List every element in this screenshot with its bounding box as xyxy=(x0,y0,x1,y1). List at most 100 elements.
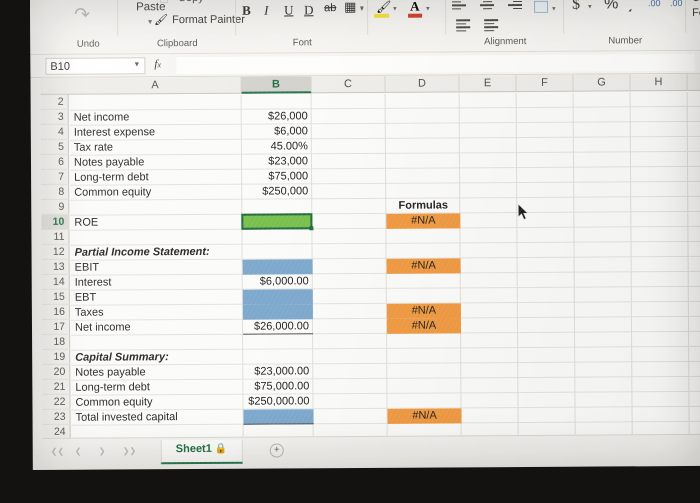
row-header-22[interactable]: 22 xyxy=(42,394,71,410)
double-underline-button[interactable]: D xyxy=(304,2,314,18)
font-color-icon[interactable]: A xyxy=(409,0,420,14)
fill-color-icon[interactable]: 🖌 xyxy=(376,0,392,14)
row-header-23[interactable]: 23 xyxy=(42,409,71,425)
row-header-19[interactable]: 19 xyxy=(42,349,71,365)
cell-A13[interactable]: EBIT xyxy=(74,261,100,274)
cell-B13[interactable] xyxy=(242,259,313,275)
cell-B16[interactable] xyxy=(242,304,313,320)
cell-B21[interactable]: $75,000.00 xyxy=(254,380,310,393)
row-header-14[interactable]: 14 xyxy=(41,274,70,290)
row-header-18[interactable]: 18 xyxy=(42,334,71,350)
cell-A7[interactable]: Long-term debt xyxy=(74,171,149,184)
row-header-17[interactable]: 17 xyxy=(41,319,71,335)
column-header-C[interactable]: C xyxy=(311,75,386,94)
cell-A5[interactable]: Tax rate xyxy=(73,141,114,154)
row-header-8[interactable]: 8 xyxy=(41,184,70,200)
cell-A22[interactable]: Common equity xyxy=(75,396,153,409)
cell-B4[interactable]: $6,000 xyxy=(274,125,308,138)
cell-B5[interactable]: 45.00% xyxy=(270,140,308,153)
active-cell-selection[interactable] xyxy=(241,213,314,231)
decrease-indent-icon[interactable] xyxy=(452,19,471,32)
cell-B6[interactable]: $23,000 xyxy=(268,155,309,168)
cell-A10[interactable]: ROE xyxy=(74,216,99,229)
row-header-3[interactable]: 3 xyxy=(40,109,69,125)
row-header-11[interactable]: 11 xyxy=(41,229,70,245)
cell-B7[interactable]: $75,000 xyxy=(268,170,309,183)
row-header-2[interactable]: 2 xyxy=(40,94,69,110)
cell-B8[interactable]: $250,000 xyxy=(262,185,309,198)
merge-dropdown-caret[interactable]: ▾ xyxy=(552,5,556,13)
column-header-F[interactable]: F xyxy=(516,74,574,93)
font-color-swatch[interactable] xyxy=(408,13,423,18)
cell-area[interactable]: Net income $26,000 Interest expense $6,000 T… xyxy=(69,91,700,438)
cell-D9[interactable]: Formulas xyxy=(398,199,449,212)
nav-prev-sheet-icon[interactable]: ❮ xyxy=(74,446,82,456)
nav-last-sheet-icon[interactable]: ❯❯ xyxy=(122,446,137,456)
merge-and-center-icon[interactable] xyxy=(534,0,549,13)
currency-format-icon[interactable]: $ xyxy=(571,0,581,13)
row-header-20[interactable]: 20 xyxy=(42,364,71,380)
borders-style-caret[interactable]: ▾ xyxy=(360,5,364,13)
cell-A21[interactable]: Long-term debt xyxy=(75,381,151,394)
column-header-H[interactable]: H xyxy=(630,73,688,92)
row-header-7[interactable]: 7 xyxy=(41,169,70,185)
sheet-tab-sheet1[interactable]: Sheet1 🔒 xyxy=(160,439,243,465)
cell-D10[interactable]: #N/A xyxy=(386,213,461,229)
row-header-16[interactable]: 16 xyxy=(41,304,70,320)
format-painter-button[interactable]: Format Painter xyxy=(172,13,245,27)
increase-indent-icon[interactable] xyxy=(480,19,499,32)
name-box-caret[interactable]: ▼ xyxy=(133,61,141,69)
cell-B23[interactable] xyxy=(243,409,314,425)
align-right-icon[interactable] xyxy=(508,0,523,10)
currency-dropdown-caret[interactable]: ▾ xyxy=(588,3,592,11)
align-center-icon[interactable] xyxy=(480,0,495,10)
copy-button[interactable]: Copy xyxy=(178,0,204,4)
cell-A16[interactable]: Taxes xyxy=(74,306,104,319)
underline-button[interactable]: U xyxy=(284,2,294,18)
fill-handle[interactable] xyxy=(309,226,314,231)
row-header-15[interactable]: 15 xyxy=(41,289,70,305)
cell-D16[interactable]: #N/A xyxy=(386,303,461,319)
strikethrough-button[interactable]: ab xyxy=(324,2,337,15)
row-header-6[interactable]: 6 xyxy=(40,154,70,170)
italic-button[interactable]: I xyxy=(264,2,269,18)
insert-function-icon[interactable]: fx xyxy=(154,58,162,71)
borders-icon[interactable]: ▦ xyxy=(344,0,357,15)
cell-B15[interactable] xyxy=(242,289,313,305)
cell-B22[interactable]: $250,000.00 xyxy=(248,395,310,408)
comma-format-icon[interactable]: ͵ xyxy=(627,0,634,13)
copy-icon[interactable]: 🗋 xyxy=(160,0,168,9)
font-color-caret[interactable]: ▾ xyxy=(426,5,430,13)
conditional-formatting-button-line1[interactable]: Con xyxy=(692,0,700,4)
row-header-5[interactable]: 5 xyxy=(40,139,69,155)
cell-B14[interactable]: $6,000.00 xyxy=(259,275,309,288)
align-left-icon[interactable] xyxy=(452,0,467,10)
row-header-9[interactable]: 9 xyxy=(41,199,70,215)
row-header-21[interactable]: 21 xyxy=(42,379,71,395)
column-header-B[interactable]: B xyxy=(241,76,312,94)
add-sheet-button[interactable]: + xyxy=(269,443,284,458)
decrease-decimal-icon[interactable]: .00 xyxy=(670,0,683,9)
column-header-A[interactable]: A xyxy=(69,76,242,95)
cell-B17[interactable]: $26,000.00 xyxy=(242,319,314,335)
cell-A12[interactable]: Partial Income Statement: xyxy=(74,245,210,259)
redo-arrow-icon[interactable]: ↷ xyxy=(74,3,91,26)
fill-color-swatch[interactable] xyxy=(374,13,390,18)
nav-next-sheet-icon[interactable]: ❯ xyxy=(98,446,106,456)
cell-A20[interactable]: Notes payable xyxy=(75,366,146,379)
name-box[interactable]: B10 xyxy=(45,57,146,75)
column-header-D[interactable]: D xyxy=(385,75,460,93)
cell-D23[interactable]: #N/A xyxy=(387,408,462,424)
paintbrush-icon[interactable]: 🖌 xyxy=(154,14,169,27)
percent-format-icon[interactable]: % xyxy=(603,0,619,13)
bold-button[interactable]: B xyxy=(242,2,251,18)
cell-A3[interactable]: Net income xyxy=(73,111,130,124)
nav-first-sheet-icon[interactable]: ❮❮ xyxy=(50,446,65,456)
cell-A17[interactable]: Net income xyxy=(74,321,131,334)
cell-D17[interactable]: #N/A xyxy=(386,318,462,334)
cell-B20[interactable]: $23,000.00 xyxy=(254,365,310,378)
cell-A23[interactable]: Total invested capital xyxy=(75,411,178,424)
cell-B3[interactable]: $26,000 xyxy=(267,110,308,123)
row-header-12[interactable]: 12 xyxy=(41,244,70,260)
cell-A6[interactable]: Notes payable xyxy=(73,156,145,169)
